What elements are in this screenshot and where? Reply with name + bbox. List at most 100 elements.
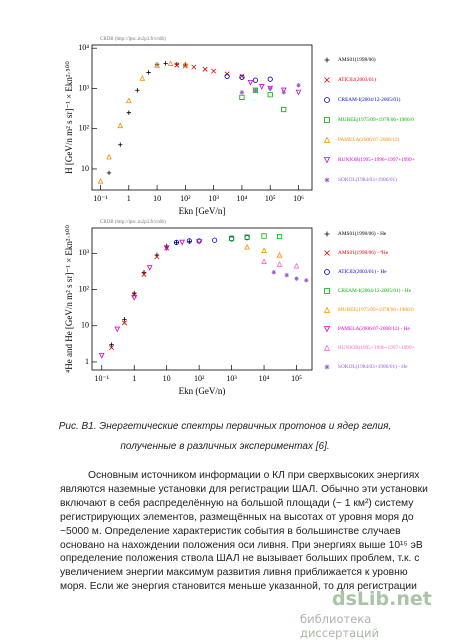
paragraph-line: основано на нахождении положения оси лив… [60, 539, 423, 551]
data-point [261, 233, 267, 239]
legend-label: MUBEE(1975/09+1978/06+1986/0 [338, 306, 414, 313]
data-point [252, 77, 259, 83]
watermark-brand: dsLib.net [332, 588, 432, 610]
y-tick-label: 10⁴ [78, 43, 89, 52]
x-tick-label: 1 [132, 374, 136, 383]
data-point [109, 345, 115, 351]
data-point [173, 239, 180, 245]
data-point [276, 261, 283, 267]
data-point [244, 243, 250, 250]
legend-label: SOKOL(1984/03+1986/01) - He [338, 363, 408, 370]
data-point [247, 79, 254, 86]
data-point [295, 89, 302, 96]
data-point [284, 272, 289, 278]
figure-caption: полученные в различных экспериментах [6]… [120, 441, 330, 452]
legend-label: PAMELA(2006/07-2008/12) - He [338, 325, 411, 332]
paragraph-line: регистрирующих элементов, размещённых на… [60, 511, 414, 523]
data-point [212, 237, 218, 243]
data-point [106, 153, 112, 160]
data-point [126, 110, 131, 115]
data-point [244, 234, 250, 240]
legend-symbol [324, 117, 330, 123]
data-point [118, 142, 123, 147]
data-point [146, 70, 151, 75]
x-tick-label: 10⁶ [293, 194, 304, 203]
data-point [281, 106, 287, 113]
data-point [211, 68, 217, 74]
data-point [179, 239, 186, 246]
x-tick-label: 10 [163, 374, 171, 383]
data-point [261, 247, 267, 254]
x-tick-label: 10² [194, 374, 205, 383]
x-tick-label: 10⁴ [237, 194, 248, 203]
data-point [141, 270, 147, 275]
legend-symbol [323, 306, 331, 313]
legend-label: ATIC02(2003/01) [338, 76, 376, 83]
y-tick-label: 1 [85, 357, 89, 366]
data-point [167, 60, 174, 66]
y-tick-label: 10² [79, 124, 90, 133]
x-axis-label: Ekn [GeV/n] [179, 206, 226, 216]
legend-symbol [324, 250, 330, 256]
legend-symbol [324, 231, 330, 237]
legend-label: AMS01(1998/06) - He [338, 230, 387, 237]
data-point [196, 239, 202, 245]
legend-symbol [323, 136, 331, 143]
data-point [141, 272, 147, 277]
x-tick-label: 10³ [226, 374, 237, 383]
data-point [267, 76, 273, 82]
data-point [202, 66, 208, 72]
data-point [131, 294, 138, 301]
figure: CRDB (http://lpsc.in2p3.fr/crdb) 10⁻¹ 1 10 1… [64, 37, 415, 396]
y-tick-label: 10 [81, 164, 89, 173]
data-point [281, 90, 286, 95]
legend-label: CREAM-I(2004/12-2005/01) [338, 96, 401, 103]
watermark-subtitle: библиотека диссертаций [300, 612, 379, 640]
data-point [268, 86, 273, 91]
paragraph-line: Основным источником информации о КЛ при … [88, 470, 420, 481]
x-axis-label: Ekn (GeV/n) [179, 386, 226, 396]
data-point [271, 270, 277, 275]
y-tick-label: 10³ [79, 83, 90, 92]
plot-frame [91, 227, 313, 371]
legend-symbol [324, 269, 330, 275]
legend-label: RUNJOB(1995+1996+1997+1999+ [338, 156, 415, 163]
data-point [122, 317, 127, 322]
data-point [239, 74, 245, 80]
data-point [304, 278, 309, 283]
legend-symbol [324, 97, 330, 103]
plot-frame [91, 44, 313, 191]
legend-label: PAMELA(2006/07-2008/12) [338, 136, 400, 143]
data-point [224, 73, 230, 79]
legend-symbol [323, 344, 331, 351]
data-point [267, 92, 273, 98]
data-point [139, 75, 146, 81]
y-tick-label: 10² [79, 284, 90, 293]
y-tick-label: 10 [81, 321, 89, 330]
legend-label: ATIC02(2003/01) - He [338, 268, 387, 275]
data-point [97, 177, 104, 184]
data-point [106, 170, 112, 176]
data-point [239, 94, 245, 100]
data-point [182, 61, 189, 67]
data-point [258, 84, 265, 90]
legend-label: AMS01(1998/06) - ⁴He [338, 249, 389, 256]
data-point [163, 61, 168, 66]
x-tick-label: 10⁻¹ [94, 374, 109, 383]
legend-label: RUNJOB(1995+1996+1997+1999+ [338, 344, 415, 351]
data-point [294, 276, 299, 281]
data-point [114, 326, 121, 333]
data-point [280, 87, 287, 94]
paragraph-line: определение положения ствола ШАЛ не вызы… [60, 553, 420, 565]
x-tick-label: 10⁴ [259, 374, 270, 383]
data-point [191, 64, 197, 70]
data-point [132, 290, 137, 296]
data-point [296, 83, 301, 88]
data-point [261, 258, 267, 264]
data-point [135, 88, 140, 93]
chart-note: CRDB (http://lpsc.in2p3.fr/crdb) [100, 37, 166, 42]
legend-label: AMS01(1998/06) [338, 56, 376, 63]
x-tick-label: 10⁵ [291, 374, 302, 383]
